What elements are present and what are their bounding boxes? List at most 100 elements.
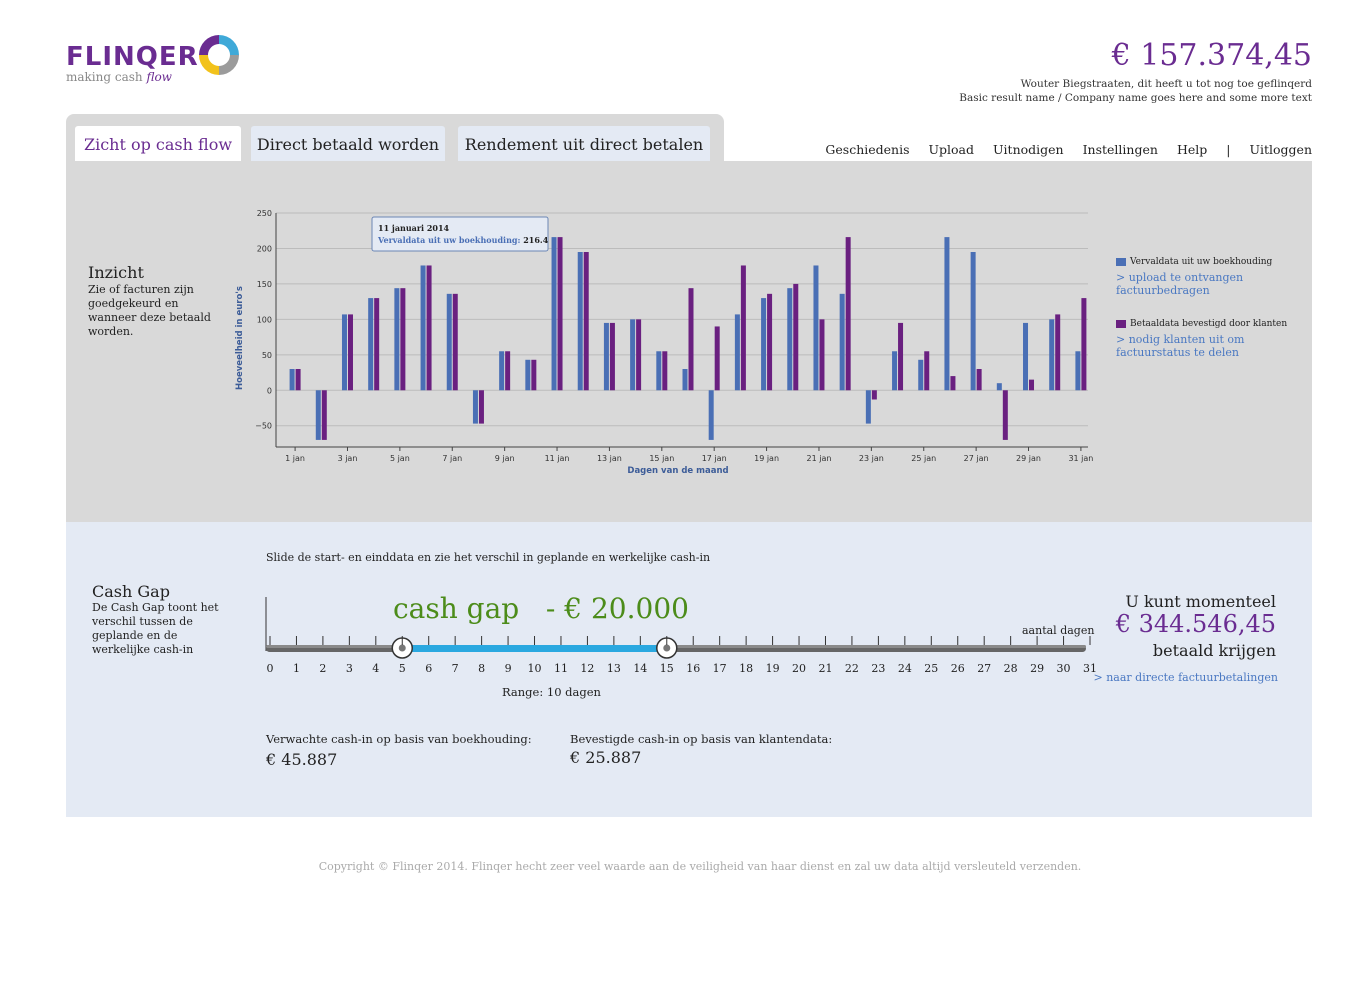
bar-vervaldata bbox=[394, 288, 400, 391]
slider-range bbox=[402, 645, 667, 652]
bar-vervaldata bbox=[970, 252, 976, 391]
x-tick-label: 29 jan bbox=[1016, 454, 1041, 463]
bar-betaaldata bbox=[347, 314, 353, 391]
slider-tick-label: 7 bbox=[452, 662, 459, 675]
chart-legend: Vervaldata uit uw boekhouding > upload t… bbox=[1116, 257, 1296, 359]
company-line: Basic result name / Company name goes he… bbox=[959, 92, 1312, 104]
x-tick-label: 9 jan bbox=[495, 454, 515, 463]
tab-direct-betaald-worden[interactable]: Direct betaald worden bbox=[251, 126, 445, 162]
slider-tick-label: 1 bbox=[293, 662, 300, 675]
slider-tick-label: 5 bbox=[399, 662, 406, 675]
bar-vervaldata bbox=[551, 237, 557, 391]
bar-chart: −50 0 50 100 150 200 250 1 jan 3 jan 5 jan 7 jan 9 … bbox=[235, 209, 1093, 476]
y-tick-label: −50 bbox=[255, 422, 272, 431]
cash-gap-title: Cash Gap bbox=[92, 582, 170, 601]
tab-rendement[interactable]: Rendement uit direct betalen bbox=[458, 126, 710, 162]
bar-betaaldata bbox=[950, 376, 956, 391]
slider-tick-label: 17 bbox=[713, 662, 727, 675]
slider-tick-label: 29 bbox=[1030, 662, 1044, 675]
y-axis-title: Hoeveelheid in euro's bbox=[235, 286, 245, 390]
x-tick-label: 19 jan bbox=[754, 454, 779, 463]
bar-betaaldata bbox=[583, 252, 589, 391]
direct-payment-link[interactable]: > naar directe factuurbetalingen bbox=[1093, 671, 1278, 684]
y-tick-label: 50 bbox=[262, 351, 272, 360]
total-amount: € 157.374,45 bbox=[1111, 38, 1312, 73]
slider-handle-start[interactable] bbox=[391, 637, 414, 659]
x-tick-label: 15 jan bbox=[649, 454, 674, 463]
bar-betaaldata bbox=[845, 237, 851, 391]
bar-betaaldata bbox=[374, 298, 380, 391]
bar-vervaldata bbox=[420, 265, 426, 391]
bar-betaaldata bbox=[714, 326, 720, 391]
slider-tick-label: 30 bbox=[1057, 662, 1071, 675]
bar-betaaldata bbox=[898, 322, 904, 391]
slider-tick-label: 2 bbox=[319, 662, 326, 675]
slider-tick-label: 31 bbox=[1083, 662, 1097, 675]
nav-help[interactable]: Help bbox=[1176, 142, 1208, 157]
bar-vervaldata bbox=[315, 390, 321, 440]
cash-gap-value: cash gap - € 20.000 bbox=[393, 592, 689, 625]
bar-vervaldata bbox=[865, 390, 871, 424]
bar-vervaldata bbox=[1023, 322, 1029, 391]
slider-tick-label: 4 bbox=[372, 662, 379, 675]
slider-tick-label: 28 bbox=[1004, 662, 1018, 675]
bar-vervaldata bbox=[682, 369, 688, 391]
range-slider[interactable]: 0 1 2 3 4 5 6 7 8 9 10 11 12 13 14 15 16 17 18 19 20 21 22 23 24… bbox=[264, 597, 1104, 687]
bar-vervaldata bbox=[656, 351, 662, 391]
upload-link[interactable]: > upload te ontvangen factuurbedragen bbox=[1116, 271, 1244, 297]
bar-betaaldata bbox=[609, 322, 615, 391]
x-tick-label: 25 jan bbox=[911, 454, 936, 463]
x-tick-label: 21 jan bbox=[807, 454, 832, 463]
nav-uitloggen[interactable]: Uitloggen bbox=[1249, 142, 1312, 157]
x-tick-label: 23 jan bbox=[859, 454, 884, 463]
nav-instellingen[interactable]: Instellingen bbox=[1082, 142, 1158, 157]
legend-item-betaaldata: Betaaldata bevestigd door klanten bbox=[1116, 319, 1296, 329]
bar-vervaldata bbox=[289, 369, 295, 391]
tooltip-series: Vervaldata uit uw boekhouding: 216.4 bbox=[377, 235, 549, 245]
slider-tick-label: 0 bbox=[267, 662, 274, 675]
y-tick-label: 150 bbox=[257, 280, 272, 289]
nav-upload[interactable]: Upload bbox=[928, 142, 975, 157]
slider-tick-label: 10 bbox=[528, 662, 542, 675]
nav-uitnodigen[interactable]: Uitnodigen bbox=[993, 142, 1064, 157]
confirmed-value: € 25.887 bbox=[570, 748, 642, 767]
inzicht-text: Zie of facturen zijn goedgekeurd en wann… bbox=[88, 283, 211, 338]
x-tick-label: 17 jan bbox=[702, 454, 727, 463]
slider-tick-label: 11 bbox=[554, 662, 568, 675]
bar-vervaldata bbox=[787, 288, 793, 391]
expected-value: € 45.887 bbox=[266, 750, 338, 769]
legend-swatch-blue bbox=[1116, 258, 1126, 266]
bar-vervaldata bbox=[944, 237, 950, 391]
x-tick-label: 5 jan bbox=[390, 454, 410, 463]
bar-vervaldata bbox=[368, 298, 374, 391]
bar-betaaldata bbox=[976, 369, 982, 391]
bar-vervaldata bbox=[761, 298, 767, 391]
x-tick-label: 7 jan bbox=[442, 454, 462, 463]
logo[interactable]: FLINQER making cash flow bbox=[66, 32, 266, 92]
chart-panel: Inzicht Zie of facturen zijn goedgekeurd… bbox=[66, 161, 1312, 522]
slider-tick-label: 9 bbox=[505, 662, 512, 675]
logo-tagline: making cash flow bbox=[66, 70, 172, 84]
bar-vervaldata bbox=[892, 351, 898, 391]
handle-dot bbox=[398, 644, 406, 652]
slider-tick-label: 21 bbox=[818, 662, 832, 675]
tab-zicht-op-cash-flow[interactable]: Zicht op cash flow bbox=[75, 126, 241, 162]
bar-vervaldata bbox=[708, 390, 714, 440]
confirmed-label: Bevestigde cash-in op basis van klantend… bbox=[570, 732, 833, 746]
bar-vervaldata bbox=[734, 314, 740, 391]
slider-tick-label: 22 bbox=[845, 662, 859, 675]
slider-handle-end[interactable] bbox=[656, 637, 678, 659]
bar-vervaldata bbox=[813, 265, 819, 391]
invite-clients-link[interactable]: > nodig klanten uit om factuurstatus te … bbox=[1116, 333, 1245, 359]
x-tick-label: 31 jan bbox=[1068, 454, 1093, 463]
nav-geschiedenis[interactable]: Geschiedenis bbox=[825, 142, 910, 157]
bar-betaaldata bbox=[452, 293, 458, 391]
bar-betaaldata bbox=[1002, 390, 1008, 440]
bar-vervaldata bbox=[446, 293, 452, 391]
bar-vervaldata bbox=[341, 314, 347, 391]
bar-vervaldata bbox=[603, 322, 609, 391]
bar-vervaldata bbox=[918, 359, 924, 391]
bar-betaaldata bbox=[740, 265, 746, 391]
logo-text: FLINQER bbox=[66, 42, 199, 72]
handle-dot bbox=[663, 644, 671, 652]
